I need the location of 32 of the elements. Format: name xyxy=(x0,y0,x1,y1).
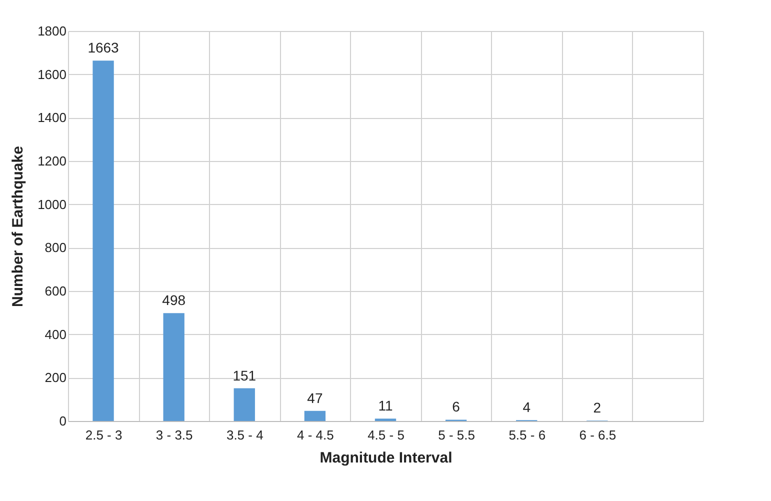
data-label: 47 xyxy=(307,390,323,406)
y-tick-label: 600 xyxy=(44,284,66,298)
y-axis-title: Number of Earthquake xyxy=(10,146,27,307)
data-label: 151 xyxy=(232,367,256,384)
bar xyxy=(234,388,255,421)
y-tick-label: 800 xyxy=(44,240,66,256)
y-tick-label: 1600 xyxy=(38,66,66,82)
x-tick-label: 3 - 3.5 xyxy=(156,428,193,442)
x-tick-label: 6 - 6.5 xyxy=(579,428,616,442)
y-tick-label: 400 xyxy=(44,326,66,342)
data-label: 6 xyxy=(452,398,460,415)
x-tick-label: 4.5 - 5 xyxy=(368,428,404,442)
bar xyxy=(163,313,184,421)
x-tick-label: 2.5 - 3 xyxy=(85,428,122,442)
x-tick-label: 4 - 4.5 xyxy=(297,428,334,442)
y-tick-label: 200 xyxy=(44,370,66,386)
data-label: 2 xyxy=(593,400,602,416)
x-tick-label: 5.5 - 6 xyxy=(508,428,546,442)
y-tick-label: 1000 xyxy=(38,196,66,212)
y-tick-label: 1200 xyxy=(38,154,66,168)
bar xyxy=(92,60,114,421)
data-label: 11 xyxy=(378,398,393,414)
y-tick-label: 0 xyxy=(59,414,66,428)
data-label: 4 xyxy=(522,399,531,416)
bar xyxy=(304,410,326,421)
data-label: 1663 xyxy=(88,40,120,56)
x-tick-label: 5 - 5.5 xyxy=(438,428,475,442)
y-tick-label: 1400 xyxy=(38,110,66,126)
data-label: 498 xyxy=(162,292,186,308)
x-axis-title: Magnitude Interval xyxy=(320,450,452,466)
y-tick-label: 1800 xyxy=(38,24,66,38)
x-tick-label: 3.5 - 4 xyxy=(226,428,264,442)
